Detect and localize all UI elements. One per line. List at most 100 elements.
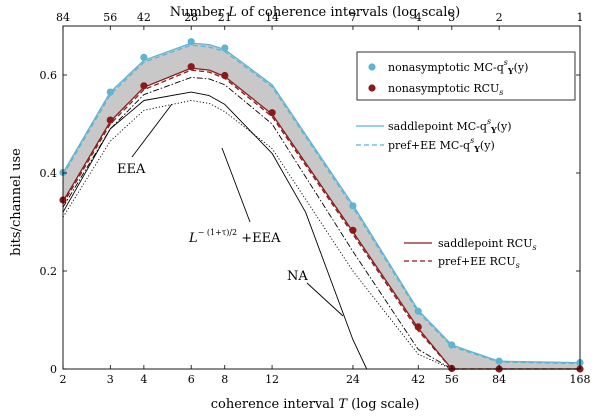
data-point-rcu_nonasym [187, 63, 195, 71]
data-point-rcu_nonasym [414, 323, 422, 331]
legend-lines-rcu: saddlepoint RCUs pref+EE RCUs [404, 237, 537, 270]
x2-axis-title: Number L of coherence intervals (log sca… [170, 5, 460, 20]
plot-frame [62, 25, 581, 370]
data-point-mcq_nonasym [106, 88, 114, 96]
x-tick-label: 84 [492, 373, 506, 386]
legend-rcu-pref-main: pref+EE RCU [438, 255, 516, 268]
legend-mcq-nonasym-main: nonasymptotic MC-q [388, 61, 504, 74]
series-line-eea [62, 91, 368, 370]
legend-marker-mcq-nonasym [368, 63, 376, 71]
series-line-rcu_pref [62, 69, 580, 370]
x-title-part-2: (log scale) [347, 397, 419, 412]
x-tick-label: 8 [221, 373, 228, 386]
x-tick-label: 3 [107, 373, 114, 386]
x2-tick-label: 3 [448, 11, 455, 24]
legend: nonasymptotic MC-qsY(y) nonasymptotic RC… [356, 51, 576, 101]
legend-rcu-nonasym-main: nonasymptotic RCU [388, 82, 499, 95]
x2-tick-label: 2 [496, 11, 503, 24]
x2-title-part-1: Number [170, 5, 228, 20]
annotation-na-pointer [306, 282, 344, 317]
legend-mcq-pref-arg: (y [480, 139, 491, 152]
legend-mcq-saddle-arg: (y [497, 120, 508, 133]
legend-mcq-nonasym-sub: Y [507, 66, 514, 76]
legend-lines-mcq: saddlepoint MC-qsY(y) pref+EE MC-qsY(y) [356, 117, 512, 154]
y-tick-label: 0.4 [40, 167, 58, 180]
legend-label-rcu-saddle: saddlepoint RCUs [438, 237, 537, 252]
legend-mcq-saddle-sup: s [487, 117, 491, 126]
legend-marker-rcu-nonasym [368, 84, 376, 92]
legend-rcu-nonasym-sub: s [499, 88, 503, 97]
data-point-mcq_nonasym [448, 341, 456, 349]
data-point-rcu_nonasym [140, 82, 148, 90]
data-point-rcu_nonasym [221, 71, 229, 80]
x2-tick-label: 84 [56, 11, 70, 24]
annotation-lpow-exp: − (1+τ)/2 [198, 228, 238, 237]
legend-mcq-saddle-sub: Y [490, 125, 497, 135]
x-tick-label: 4 [140, 373, 147, 386]
data-point-mcq_nonasym [495, 357, 503, 365]
x-tick-label: 6 [188, 373, 195, 386]
series-line-lpow_eea [62, 76, 453, 370]
legend-label-mcq-nonasym: nonasymptotic MC-qsY(y) [388, 58, 528, 76]
annotation-eea: EEA [117, 103, 173, 177]
series-line-mcq_pref [62, 44, 581, 365]
legend-rcu-pref-sub: s [516, 261, 520, 270]
annotation-lpow-base: L [188, 231, 198, 246]
legend-label-mcq-saddle: saddlepoint MC-qsY(y) [388, 117, 512, 135]
x-axis-title: coherence interval T (log scale) [211, 397, 420, 412]
legend-mcq-saddle-main: saddlepoint MC-q [388, 120, 487, 133]
annotation-lpow-eea: L− (1+τ)/2 +EEA [188, 147, 281, 246]
x2-title-part-2: of coherence intervals (log scale) [237, 5, 460, 20]
legend-mcq-pref-sup: s [470, 136, 474, 145]
data-point-mcq_nonasym [349, 202, 357, 210]
x-tick-label: 12 [265, 373, 279, 386]
annotation-na-label: NA [287, 269, 308, 284]
x-tick-label: 2 [60, 373, 67, 386]
x-title-var: T [338, 397, 348, 412]
x2-tick-label: 42 [137, 11, 151, 24]
legend-rcu-saddle-sub: s [532, 243, 536, 252]
legend-mcq-saddle-end: ) [507, 120, 511, 133]
x2-tick-label: 56 [103, 11, 117, 24]
series-line-na [62, 100, 452, 370]
x2-tick-label: 21 [218, 11, 232, 24]
legend-mcq-nonasym-end: ) [524, 61, 528, 74]
annotation-na: NA [287, 269, 344, 317]
legend-label-rcu-nonasym: nonasymptotic RCUs [388, 82, 503, 97]
legend-mcq-pref-main: pref+EE MC-q [388, 139, 470, 152]
annotation-lpow-label: L− (1+τ)/2 +EEA [188, 228, 281, 246]
y-tick-label: 0.6 [40, 69, 58, 82]
legend-label-mcq-pref: pref+EE MC-qsY(y) [388, 136, 495, 154]
legend-mcq-pref-sub: Y [473, 144, 480, 154]
x2-tick-label: 14 [265, 11, 279, 24]
y-tick-label: 0.2 [40, 265, 58, 278]
data-point-mcq_nonasym [221, 44, 229, 52]
legend-label-rcu-pref: pref+EE RCUs [438, 255, 520, 270]
legend-mcq-nonasym-arg: (y [514, 61, 525, 74]
series-line-mcq_saddle [62, 42, 581, 364]
annotation-eea-pointer [131, 103, 173, 158]
annotation-lpow-rest: +EEA [237, 231, 281, 246]
x-tick-label: 168 [570, 373, 591, 386]
y-tick-label: 0 [50, 363, 57, 376]
x-tick-label: 56 [445, 373, 459, 386]
legend-mcq-pref-end: ) [490, 139, 494, 152]
data-point-mcq_nonasym [140, 53, 148, 62]
data-point-rcu_nonasym [349, 226, 357, 234]
data-point-rcu_nonasym [106, 116, 114, 124]
x2-title-var: L [227, 5, 237, 20]
x-title-part-1: coherence interval [211, 397, 339, 412]
data-point-mcq_nonasym [414, 307, 422, 315]
x2-tick-label: 7 [349, 11, 356, 24]
data-point-mcq_nonasym [187, 38, 195, 46]
legend-box [356, 51, 576, 101]
data-point-rcu_nonasym [268, 109, 276, 117]
annotation-eea-label: EEA [117, 162, 146, 177]
legend-mcq-nonasym-sup: s [504, 58, 508, 67]
series-line-rcu_saddle [62, 67, 580, 370]
y-axis-title: bits/channel use [9, 148, 24, 256]
x2-tick-label: 1 [577, 11, 584, 24]
x-tick-label: 24 [346, 373, 360, 386]
